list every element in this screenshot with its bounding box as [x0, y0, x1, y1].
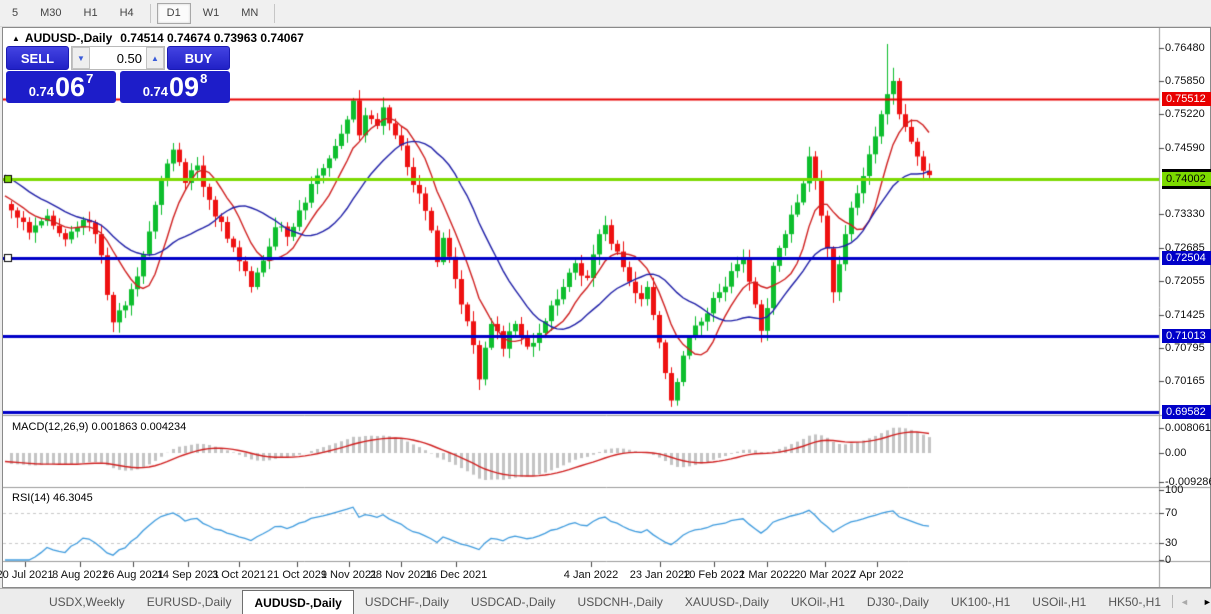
price-tick-label: 0.70795 [1165, 341, 1205, 354]
rsi-scale-label: 30 [1165, 536, 1178, 549]
date-axis-label: 10 Feb 2022 [683, 569, 745, 581]
volume-spinner: ▼ ▲ [71, 46, 165, 70]
buy-price-base: 0.74 [142, 84, 169, 99]
price-tick-label: 0.75220 [1165, 108, 1205, 121]
macd-scale-label: 0.00 [1165, 447, 1187, 459]
tab-uk100-h1[interactable]: UK100-,H1 [950, 594, 1011, 609]
level-price-label: 0.74002 [1162, 171, 1211, 186]
timeframe-mn[interactable]: MN [241, 6, 259, 19]
level-price-label: 0.69582 [1162, 405, 1211, 420]
price-tick-label: 0.75850 [1165, 74, 1205, 87]
tab-usdcnh-daily[interactable]: USDCNH-,Daily [577, 594, 663, 609]
price-tick-label: 0.73330 [1165, 208, 1205, 221]
tab-dj30-daily[interactable]: DJ30-,Daily [866, 594, 929, 609]
one-click-trade-panel: SELL ▼ ▲ BUY 0.74 06 7 0.74 09 8 [6, 46, 230, 103]
macd-indicator-label: MACD(12,26,9) 0.001863 0.004234 [12, 421, 187, 433]
tab-xauusd-daily[interactable]: XAUUSD-,Daily [684, 594, 769, 609]
volume-input[interactable] [90, 47, 146, 69]
timeframe-5[interactable]: 5 [12, 6, 19, 19]
timeframe-h4[interactable]: H4 [119, 6, 134, 19]
date-axis-label: 21 Oct 2021 [267, 569, 327, 581]
date-axis-label: 20 Mar 2022 [794, 569, 856, 581]
symbol-tab-bar: USDX,Weekly EURUSD-,Daily AUDUSD-,Daily USD… [0, 588, 1211, 614]
toolbar-separator [149, 3, 151, 23]
chart-title: ▲ AUDUSD-,Daily 0.74514 0.74674 0.73963 0.… [12, 31, 304, 45]
date-axis-label: 20 Jul 2021 [0, 569, 54, 581]
timeframe-w1[interactable]: W1 [202, 6, 220, 19]
timeframe-d1[interactable]: D1 [156, 2, 191, 24]
date-axis-label: 1 Mar 2022 [739, 569, 795, 581]
tab-audusd-daily[interactable]: AUDUSD-,Daily [242, 590, 354, 614]
buy-price-box[interactable]: 0.74 09 8 [120, 71, 230, 103]
tab-scroll-left-icon[interactable]: ◄ [1180, 596, 1189, 607]
timeframe-toolbar: 5 M30 H1 H4 D1 W1 MN [0, 0, 1211, 27]
price-tick-label: 0.72055 [1165, 275, 1205, 288]
chart-window: ▲ AUDUSD-,Daily 0.74514 0.74674 0.73963 0.… [0, 27, 1211, 588]
toolbar-separator [274, 3, 276, 23]
date-axis-label: 9 Nov 2021 [320, 569, 378, 581]
tab-scroll-right-icon[interactable]: ► [1202, 596, 1211, 607]
date-axis-label: 23 Jan 2022 [629, 569, 691, 581]
collapse-arrow-icon[interactable]: ▲ [12, 34, 20, 43]
macd-scale-label: -0.009286 [1165, 475, 1211, 488]
sell-button[interactable]: SELL [6, 46, 69, 70]
chart-canvas[interactable] [3, 28, 1210, 587]
price-tick-label: 0.70165 [1165, 375, 1205, 388]
rsi-scale-label: 100 [1165, 484, 1184, 496]
date-axis-label: 4 Jan 2022 [563, 569, 619, 581]
rsi-scale-label: 70 [1165, 506, 1178, 519]
timeframe-m30[interactable]: M30 [40, 6, 62, 19]
volume-decrease-button[interactable]: ▼ [72, 47, 90, 69]
tab-usoil-h1[interactable]: USOil-,H1 [1032, 594, 1087, 609]
price-tick-label: 0.74590 [1165, 141, 1205, 154]
tab-usdx-weekly[interactable]: USDX,Weekly [49, 594, 125, 609]
tab-hk50-h1[interactable]: HK50-,H1 [1108, 594, 1161, 609]
tab-usdcad-daily[interactable]: USDCAD-,Daily [470, 594, 556, 609]
date-axis-label: 26 Aug 2021 [102, 569, 164, 581]
tab-scroll-controls: ◄ ► [1172, 589, 1211, 614]
sell-price-base: 0.74 [28, 84, 55, 99]
sell-price-pip: 7 [86, 71, 94, 86]
sell-price-big: 06 [55, 72, 86, 103]
buy-button[interactable]: BUY [167, 46, 230, 70]
price-tick-label: 0.76480 [1165, 41, 1205, 54]
buy-price-big: 09 [169, 72, 200, 103]
sell-price-box[interactable]: 0.74 06 7 [6, 71, 116, 103]
macd-scale-label: 0.008061 [1165, 422, 1211, 434]
volume-increase-button[interactable]: ▲ [146, 47, 164, 69]
timeframe-h1[interactable]: H1 [83, 6, 98, 19]
tab-eurusd-daily[interactable]: EURUSD-,Daily [146, 594, 232, 609]
level-price-label: 0.71013 [1162, 329, 1211, 344]
chart-symbol-title: AUDUSD-,Daily [24, 31, 113, 45]
tab-usdchf-daily[interactable]: USDCHF-,Daily [364, 594, 449, 609]
price-tick-label: 0.71425 [1165, 308, 1205, 321]
date-axis-label: 7 Apr 2022 [850, 569, 904, 581]
date-axis-label: 28 Nov 2021 [369, 569, 433, 581]
date-axis-label: 8 Aug 2021 [52, 569, 108, 581]
date-axis-label: 14 Sep 2021 [156, 569, 220, 581]
rsi-scale-label: 0 [1165, 554, 1172, 566]
rsi-indicator-label: RSI(14) 46.3045 [12, 492, 93, 504]
level-price-label: 0.72504 [1162, 250, 1211, 265]
date-axis-label: 3 Oct 2021 [212, 569, 266, 581]
buy-price-pip: 8 [200, 71, 208, 86]
date-axis-label: 16 Dec 2021 [424, 569, 488, 581]
level-price-label: 0.75512 [1162, 91, 1211, 106]
chart-ohlc-values: 0.74514 0.74674 0.73963 0.74067 [120, 31, 304, 45]
tab-ukoil-h1[interactable]: UKOil-,H1 [790, 594, 845, 609]
tab-separator [1172, 595, 1173, 608]
